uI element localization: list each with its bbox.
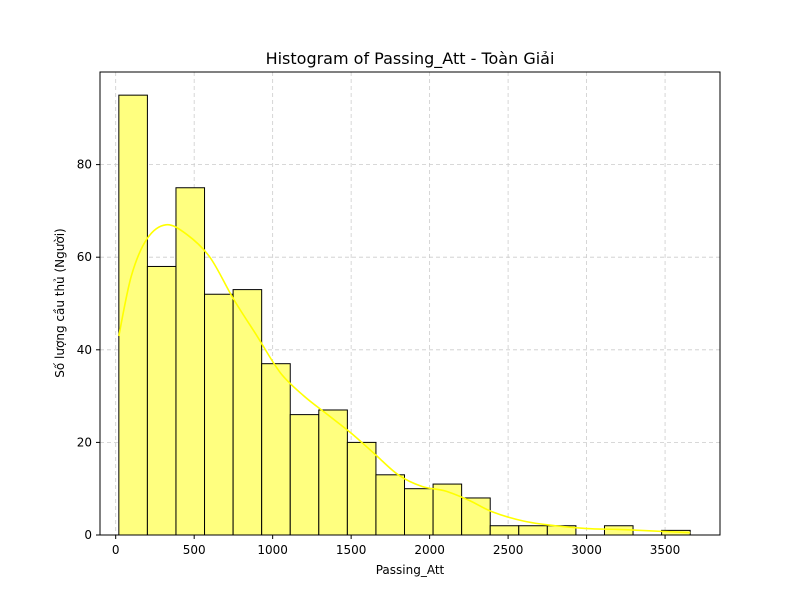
histogram-bar [289, 414, 320, 536]
axis-ticks: 0 500 1000 1500 2000 2500 3000 3500 0 20 40 60 80 [77, 158, 681, 557]
histogram-bar [204, 293, 234, 536]
y-axis-label: Số lượng cầu thủ (Người) [53, 228, 67, 377]
histogram-bar [232, 289, 263, 536]
histogram-bar [175, 187, 206, 536]
histogram-bar [261, 363, 291, 536]
grid-lines [100, 72, 720, 536]
histogram-bar [489, 525, 520, 536]
x-tick-label: 500 [183, 543, 206, 557]
y-tick-label: 60 [77, 250, 92, 264]
x-tick-label: 2500 [493, 543, 524, 557]
x-tick-label: 1500 [336, 543, 367, 557]
histogram-bar [518, 525, 548, 536]
x-tick-label: 0 [112, 543, 120, 557]
x-tick-label: 1000 [257, 543, 288, 557]
x-tick-label: 3500 [650, 543, 681, 557]
y-tick-label: 20 [77, 435, 92, 449]
histogram-bar [146, 265, 177, 536]
y-tick-label: 40 [77, 343, 92, 357]
y-tick-label: 80 [77, 158, 92, 172]
histogram-bars [118, 94, 691, 536]
kde-line [118, 223, 691, 534]
histogram-bar [375, 474, 406, 536]
plot-frame [99, 71, 721, 536]
x-axis-label: Passing_Att [376, 563, 445, 577]
histogram-bar [346, 441, 377, 536]
kde-curve [118, 223, 691, 534]
chart-title: Histogram of Passing_Att - Toàn Giải [266, 49, 555, 69]
y-tick-label: 0 [84, 528, 92, 542]
histogram-bar [318, 409, 348, 536]
x-tick-label: 2000 [414, 543, 445, 557]
histogram-bar [404, 488, 434, 536]
x-tick-label: 3000 [571, 543, 602, 557]
